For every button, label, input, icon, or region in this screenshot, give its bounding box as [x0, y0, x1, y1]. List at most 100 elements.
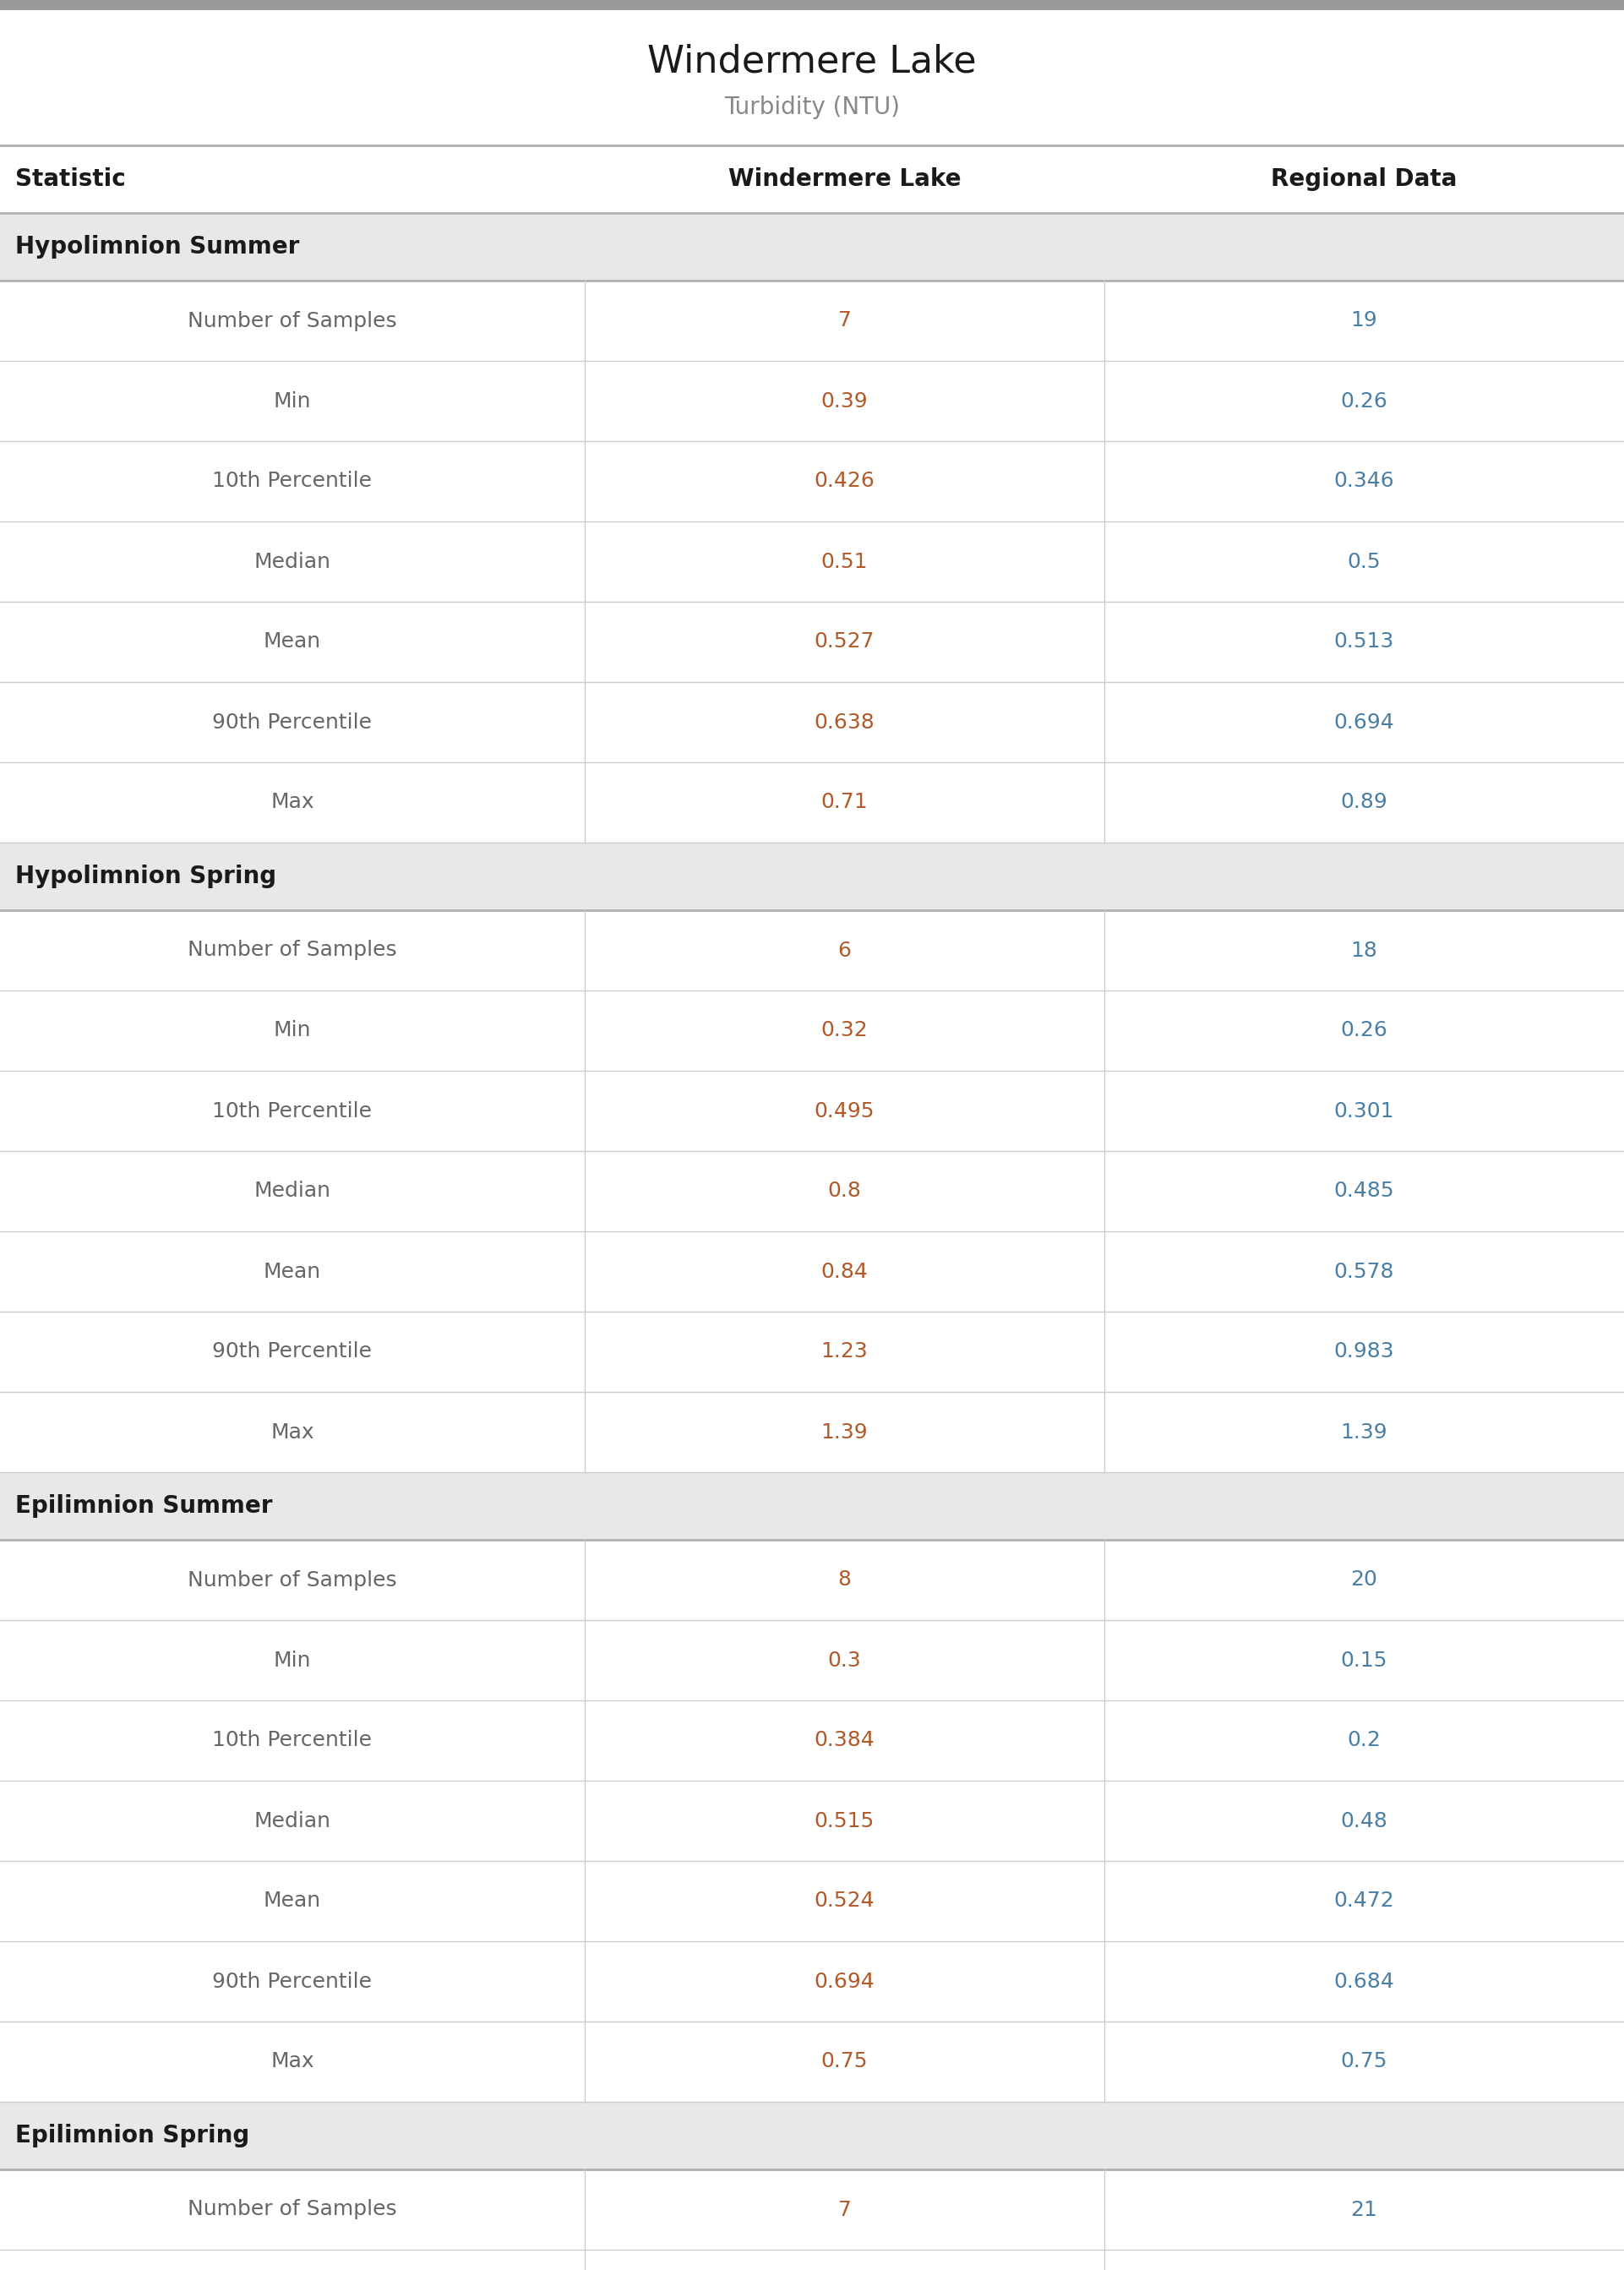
- Bar: [0, 440, 1624, 522]
- Bar: [0, 910, 1624, 990]
- Text: 0.694: 0.694: [1333, 713, 1395, 733]
- Text: 0.527: 0.527: [814, 631, 875, 651]
- Text: Number of Samples: Number of Samples: [188, 1571, 396, 1589]
- Text: 8: 8: [838, 1571, 851, 1589]
- Bar: [0, 1312, 1624, 1392]
- Text: Turbidity (NTU): Turbidity (NTU): [724, 95, 900, 120]
- Text: Regional Data: Regional Data: [1272, 168, 1457, 191]
- Text: 0.8: 0.8: [828, 1180, 861, 1201]
- Text: 0.684: 0.684: [1333, 1970, 1395, 1991]
- Text: 10th Percentile: 10th Percentile: [213, 1101, 372, 1121]
- Text: Max: Max: [271, 1421, 313, 1441]
- Text: 0.578: 0.578: [1333, 1262, 1395, 1283]
- Text: Min: Min: [273, 1650, 312, 1671]
- Text: 0.71: 0.71: [822, 792, 867, 813]
- Text: 1.39: 1.39: [1341, 1421, 1387, 1441]
- Text: Hypolimnion Summer: Hypolimnion Summer: [15, 234, 299, 259]
- Text: 0.515: 0.515: [814, 1811, 875, 1832]
- Text: 1.23: 1.23: [820, 1342, 869, 1362]
- Text: 0.524: 0.524: [814, 1891, 875, 1911]
- Text: 0.472: 0.472: [1333, 1891, 1395, 1911]
- Bar: [0, 2023, 1624, 2102]
- Text: 10th Percentile: 10th Percentile: [213, 1730, 372, 1750]
- Text: 90th Percentile: 90th Percentile: [213, 1970, 372, 1991]
- Bar: [0, 9, 1624, 145]
- Text: Mean: Mean: [263, 1262, 322, 1283]
- Text: 0.495: 0.495: [814, 1101, 875, 1121]
- Text: 10th Percentile: 10th Percentile: [213, 472, 372, 490]
- Bar: [0, 0, 1624, 9]
- Text: 0.694: 0.694: [814, 1970, 875, 1991]
- Bar: [0, 1473, 1624, 1539]
- Bar: [0, 145, 1624, 213]
- Bar: [0, 1941, 1624, 2023]
- Text: 7: 7: [838, 311, 851, 331]
- Text: 0.48: 0.48: [1340, 1811, 1389, 1832]
- Text: 0.84: 0.84: [820, 1262, 869, 1283]
- Text: Min: Min: [273, 390, 312, 411]
- Text: 0.89: 0.89: [1340, 792, 1389, 813]
- Bar: [0, 1861, 1624, 1941]
- Bar: [0, 1621, 1624, 1700]
- Text: 0.5: 0.5: [1348, 552, 1380, 572]
- Bar: [0, 2250, 1624, 2270]
- Bar: [0, 1700, 1624, 1780]
- Text: 0.75: 0.75: [822, 2052, 867, 2073]
- Text: Epilimnion Spring: Epilimnion Spring: [15, 2125, 250, 2147]
- Text: Min: Min: [273, 1022, 312, 1040]
- Bar: [0, 522, 1624, 602]
- Bar: [0, 1230, 1624, 1312]
- Bar: [0, 361, 1624, 440]
- Bar: [0, 990, 1624, 1071]
- Text: 0.346: 0.346: [1333, 472, 1395, 490]
- Text: 21: 21: [1351, 2200, 1377, 2220]
- Text: Hypolimnion Spring: Hypolimnion Spring: [15, 865, 276, 888]
- Text: 19: 19: [1351, 311, 1377, 331]
- Text: Max: Max: [271, 2052, 313, 2073]
- Bar: [0, 842, 1624, 910]
- Bar: [0, 2170, 1624, 2250]
- Text: 0.983: 0.983: [1333, 1342, 1395, 1362]
- Text: Windermere Lake: Windermere Lake: [728, 168, 961, 191]
- Bar: [0, 1539, 1624, 1621]
- Text: 0.2: 0.2: [1348, 1730, 1380, 1750]
- Text: 0.513: 0.513: [1333, 631, 1395, 651]
- Text: Epilimnion Summer: Epilimnion Summer: [15, 1494, 273, 1519]
- Text: Number of Samples: Number of Samples: [188, 2200, 396, 2220]
- Text: 90th Percentile: 90th Percentile: [213, 1342, 372, 1362]
- Text: 20: 20: [1351, 1571, 1377, 1589]
- Text: Mean: Mean: [263, 631, 322, 651]
- Text: 0.426: 0.426: [814, 472, 875, 490]
- Bar: [0, 1392, 1624, 1473]
- Bar: [0, 763, 1624, 842]
- Text: Median: Median: [253, 1811, 331, 1832]
- Text: 0.15: 0.15: [1341, 1650, 1387, 1671]
- Text: Median: Median: [253, 552, 331, 572]
- Text: Number of Samples: Number of Samples: [188, 940, 396, 960]
- Text: 0.26: 0.26: [1340, 390, 1389, 411]
- Text: Max: Max: [271, 792, 313, 813]
- Text: 0.51: 0.51: [822, 552, 867, 572]
- Text: 0.301: 0.301: [1333, 1101, 1395, 1121]
- Bar: [0, 602, 1624, 681]
- Bar: [0, 2102, 1624, 2170]
- Text: Median: Median: [253, 1180, 331, 1201]
- Text: Number of Samples: Number of Samples: [188, 311, 396, 331]
- Text: 0.32: 0.32: [820, 1022, 869, 1040]
- Bar: [0, 1071, 1624, 1151]
- Text: 0.26: 0.26: [1340, 1022, 1389, 1040]
- Bar: [0, 1151, 1624, 1230]
- Text: 0.75: 0.75: [1341, 2052, 1387, 2073]
- Text: 0.384: 0.384: [814, 1730, 875, 1750]
- Text: Statistic: Statistic: [15, 168, 125, 191]
- Text: 0.638: 0.638: [814, 713, 875, 733]
- Text: 0.39: 0.39: [822, 390, 867, 411]
- Text: 0.3: 0.3: [828, 1650, 861, 1671]
- Text: 18: 18: [1351, 940, 1377, 960]
- Bar: [0, 281, 1624, 361]
- Bar: [0, 1780, 1624, 1861]
- Text: Windermere Lake: Windermere Lake: [648, 43, 976, 79]
- Text: 6: 6: [838, 940, 851, 960]
- Text: 7: 7: [838, 2200, 851, 2220]
- Text: 0.485: 0.485: [1333, 1180, 1395, 1201]
